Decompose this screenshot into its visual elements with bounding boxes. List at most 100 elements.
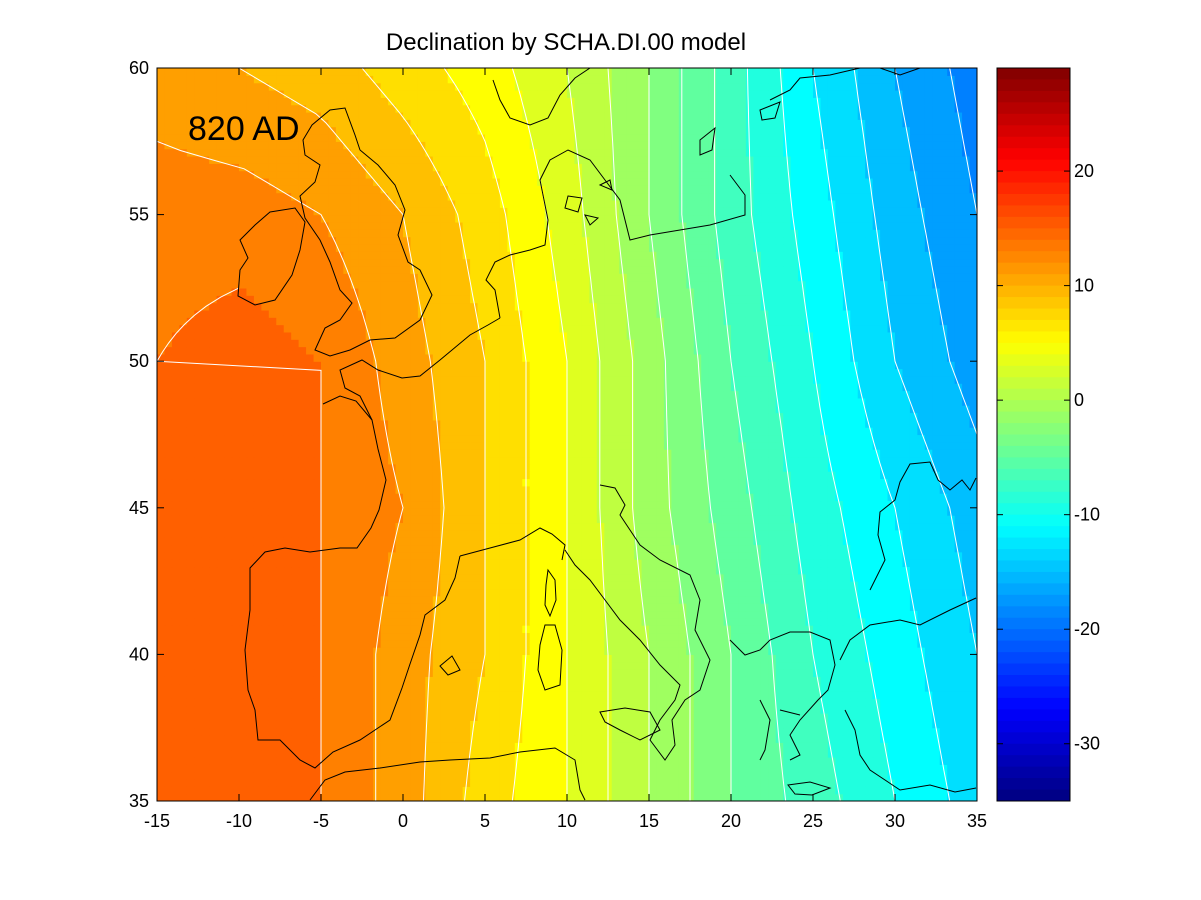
field-cell	[231, 610, 240, 619]
field-cell	[827, 610, 836, 619]
field-cell	[574, 595, 583, 604]
field-cell	[231, 705, 240, 714]
field-cell	[276, 698, 285, 707]
field-cell	[395, 757, 404, 765]
field-cell	[895, 742, 904, 751]
field-cell	[671, 786, 680, 795]
field-cell	[760, 515, 769, 524]
field-cell	[507, 647, 516, 655]
field-cell	[917, 625, 926, 634]
field-cell	[157, 559, 166, 568]
field-cell	[246, 500, 255, 509]
field-cell	[246, 793, 255, 801]
field-cell	[268, 603, 277, 612]
field-cell	[790, 559, 799, 568]
field-cell	[283, 485, 292, 494]
field-cell	[939, 735, 948, 743]
field-cell	[499, 683, 508, 692]
field-cell	[842, 529, 851, 538]
field-cell	[671, 632, 680, 641]
field-cell	[410, 507, 419, 516]
field-cell	[395, 632, 404, 641]
field-cell	[261, 742, 270, 751]
field-cell	[895, 537, 904, 546]
field-cell	[723, 500, 732, 509]
field-cell	[775, 595, 784, 604]
field-cell	[499, 793, 508, 801]
field-cell	[209, 529, 218, 538]
field-cell	[291, 749, 300, 758]
field-cell	[917, 749, 926, 758]
field-cell	[872, 471, 881, 480]
field-cell	[321, 537, 330, 546]
field-cell	[432, 793, 441, 801]
field-cell	[947, 559, 956, 568]
field-cell	[850, 500, 859, 509]
field-cell	[440, 588, 449, 597]
field-cell	[477, 507, 486, 516]
field-cell	[842, 705, 851, 714]
field-cell	[783, 793, 792, 801]
field-cell	[626, 676, 635, 685]
field-cell	[581, 639, 590, 648]
field-cell	[447, 713, 456, 721]
field-cell	[604, 522, 613, 531]
field-cell	[231, 463, 240, 472]
field-cell	[768, 529, 777, 538]
field-cell	[909, 757, 918, 765]
field-cell	[880, 544, 889, 553]
field-cell	[283, 742, 292, 751]
field-cell	[902, 559, 911, 568]
field-cell	[447, 720, 456, 729]
field-cell	[179, 537, 188, 546]
field-cell	[365, 691, 374, 699]
field-cell	[239, 529, 248, 538]
field-cell	[343, 669, 352, 677]
field-cell	[239, 632, 248, 641]
field-cell	[455, 485, 464, 494]
field-cell	[552, 493, 561, 502]
field-cell	[678, 603, 687, 612]
field-cell	[552, 573, 561, 582]
field-cell	[186, 661, 195, 670]
field-cell	[216, 676, 225, 685]
field-cell	[716, 764, 725, 773]
field-cell	[649, 566, 658, 575]
field-cell	[567, 683, 576, 692]
field-cell	[805, 720, 814, 729]
field-cell	[313, 507, 322, 516]
field-cell	[313, 566, 322, 575]
field-cell	[380, 735, 389, 743]
field-cell	[745, 588, 754, 597]
field-cell	[186, 551, 195, 560]
field-cell	[947, 735, 956, 743]
field-cell	[798, 764, 807, 773]
field-cell	[850, 559, 859, 568]
field-cell	[641, 661, 650, 670]
field-cell	[209, 727, 218, 736]
field-cell	[567, 639, 576, 648]
field-cell	[835, 493, 844, 502]
field-cell	[693, 749, 702, 758]
field-cell	[425, 500, 434, 509]
field-cell	[224, 764, 233, 773]
field-cell	[678, 581, 687, 590]
field-cell	[909, 625, 918, 634]
field-cell	[567, 485, 576, 494]
field-cell	[358, 588, 367, 597]
field-cell	[470, 639, 479, 648]
field-cell	[447, 705, 456, 714]
field-cell	[775, 639, 784, 648]
field-cell	[179, 647, 188, 655]
field-cell	[686, 551, 695, 560]
field-cell	[835, 661, 844, 670]
field-cell	[410, 515, 419, 524]
field-cell	[909, 500, 918, 509]
field-cell	[760, 647, 769, 655]
field-cell	[626, 647, 635, 655]
field-cell	[917, 713, 926, 721]
field-cell	[365, 661, 374, 670]
field-cell	[447, 735, 456, 743]
field-cell	[268, 779, 277, 787]
field-cell	[872, 522, 881, 531]
